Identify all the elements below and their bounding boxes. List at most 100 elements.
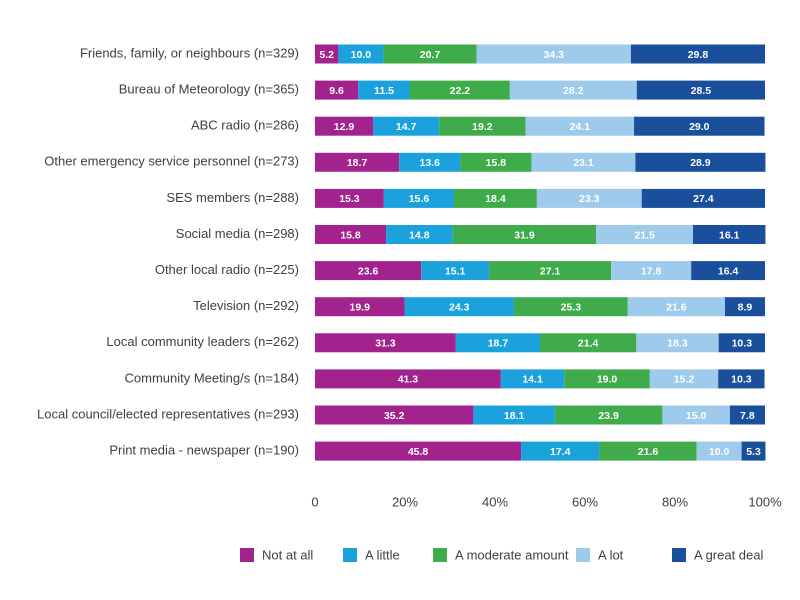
bar-segment: [315, 297, 405, 317]
y-tick-label: Other local radio (n=225): [155, 262, 299, 277]
bar-segment: [696, 441, 742, 461]
value-label: 5.2: [319, 49, 334, 61]
bar-segment: [649, 369, 719, 389]
x-tick-label: 60%: [572, 494, 598, 509]
bar-segment: [693, 225, 766, 244]
value-label: 15.0: [686, 410, 707, 422]
value-label: 18.4: [485, 193, 506, 205]
legend-label: A great deal: [694, 547, 763, 562]
value-label: 12.9: [334, 121, 355, 133]
x-tick-label: 100%: [748, 494, 782, 509]
legend-label: A little: [365, 547, 400, 562]
bar-segment: [489, 261, 612, 281]
bar-segment: [383, 44, 477, 64]
bar-segment: [691, 261, 765, 281]
bar-segment: [315, 261, 422, 281]
x-tick-label: 80%: [662, 494, 688, 509]
legend-label: A lot: [598, 547, 624, 562]
legend-swatch: [672, 548, 686, 562]
bar-segment: [540, 333, 637, 353]
bar-segment: [596, 225, 693, 244]
value-label: 21.6: [638, 446, 659, 458]
value-label: 15.1: [445, 265, 466, 277]
value-label: 29.8: [688, 49, 709, 61]
value-label: 15.3: [339, 193, 360, 205]
value-label: 15.8: [486, 157, 507, 169]
x-tick-label: 20%: [392, 494, 418, 509]
bar-segment: [627, 297, 725, 317]
bar-segment: [741, 441, 766, 461]
legend-swatch: [576, 548, 590, 562]
legend-swatch: [433, 548, 447, 562]
value-label: 21.4: [578, 338, 599, 350]
y-tick-label: Television (n=292): [193, 298, 299, 313]
y-tick-label: Local council/elected representatives (n…: [37, 406, 299, 421]
bar-segment: [513, 297, 628, 317]
bar-segment: [718, 369, 765, 389]
bar-segment: [476, 44, 631, 64]
y-tick-label: SES members (n=288): [166, 190, 299, 205]
value-label: 23.9: [598, 410, 619, 422]
legend-swatch: [240, 548, 254, 562]
bar-segment: [315, 405, 474, 425]
y-tick-label: Local community leaders (n=262): [106, 334, 299, 349]
bar-segment: [454, 188, 537, 208]
value-label: 41.3: [398, 374, 419, 386]
value-label: 15.6: [409, 193, 430, 205]
value-label: 16.4: [718, 265, 739, 277]
value-label: 23.6: [358, 265, 379, 277]
bar-segment: [718, 333, 765, 353]
bar-segment: [409, 80, 510, 100]
value-label: 16.1: [719, 229, 740, 241]
value-label: 28.5: [691, 85, 712, 97]
bar-segment: [399, 152, 461, 172]
bar-segment: [404, 297, 514, 317]
bar-segment: [641, 188, 765, 208]
value-label: 15.2: [674, 374, 695, 386]
bar-segment: [383, 188, 455, 208]
bar-segment: [315, 116, 374, 136]
value-label: 10.0: [351, 49, 372, 61]
bar-segment: [531, 152, 636, 172]
bar-segment: [315, 333, 456, 353]
value-label: 19.9: [350, 301, 371, 313]
bar-segment: [599, 441, 697, 461]
bar-segment: [455, 333, 540, 353]
value-label: 10.3: [731, 374, 752, 386]
bar-segment: [724, 297, 765, 317]
bar-segment: [536, 188, 642, 208]
legend-swatch: [343, 548, 357, 562]
value-label: 19.0: [597, 374, 618, 386]
y-tick-label: Community Meeting/s (n=184): [125, 370, 300, 385]
bar-segment: [509, 80, 637, 100]
bar-segment: [662, 405, 730, 425]
value-label: 29.0: [689, 121, 710, 133]
value-label: 20.7: [420, 49, 441, 61]
bar-segment: [338, 44, 384, 64]
bar-segment: [315, 369, 501, 389]
value-label: 28.9: [690, 157, 711, 169]
bar-segment: [315, 441, 522, 461]
bar-segment: [373, 116, 440, 136]
bar-segment: [315, 80, 359, 100]
value-label: 18.7: [347, 157, 368, 169]
value-label: 10.3: [732, 338, 753, 350]
bar-segment: [521, 441, 600, 461]
value-label: 31.3: [375, 338, 396, 350]
bar-segment: [315, 44, 339, 64]
y-tick-label: Other emergency service personnel (n=273…: [44, 154, 299, 169]
value-label: 5.3: [746, 446, 761, 458]
bar-segment: [358, 80, 410, 100]
value-label: 13.6: [420, 157, 441, 169]
bar-segment: [611, 261, 692, 281]
bar-segment: [630, 44, 765, 64]
value-label: 14.7: [396, 121, 417, 133]
bar-segment: [386, 225, 453, 244]
bar-segment: [636, 333, 719, 353]
value-label: 9.6: [329, 85, 344, 97]
value-label: 24.3: [449, 301, 470, 313]
value-label: 22.2: [450, 85, 471, 97]
value-label: 45.8: [408, 446, 429, 458]
y-tick-label: Friends, family, or neighbours (n=329): [80, 45, 299, 60]
